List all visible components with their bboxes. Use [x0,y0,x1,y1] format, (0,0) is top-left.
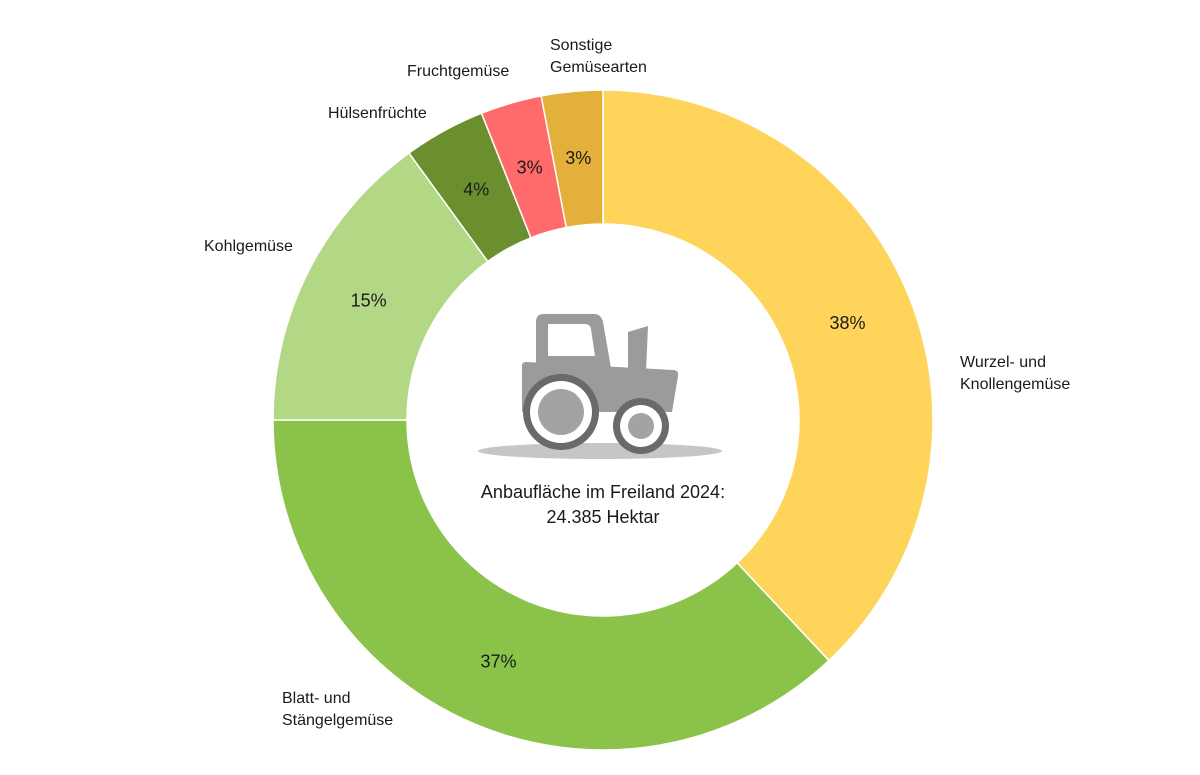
slice-category-label: Sonstige Gemüsearten [550,37,647,76]
center-caption: Anbaufläche im Freiland 2024: 24.385 Hek… [453,480,753,530]
slice-value-label: 3% [565,148,591,168]
slice-value-label: 38% [830,313,866,333]
slice-value-label: 15% [351,291,387,311]
donut-slice [272,419,830,751]
slice-category-label: Hülsenfrüchte [328,105,427,122]
center-total: 24.385 Hektar [546,507,660,527]
donut-slice [272,151,489,421]
center-title: Anbaufläche im Freiland 2024: [480,482,726,502]
slice-category-label: Wurzel- und Knollengemüse [960,354,1071,393]
donut-slice [540,89,604,229]
slice-value-label: 3% [517,157,543,177]
donut-slice [602,89,934,662]
tractor-icon [478,314,722,459]
slice-category-label: Kohlgemüse [204,238,293,255]
slice-value-label: 37% [481,651,517,671]
slice-category-label: Fruchtgemüse [407,63,510,80]
slice-category-label: Blatt- und Stängelgemüse [282,690,394,729]
slice-value-label: 4% [463,180,489,200]
